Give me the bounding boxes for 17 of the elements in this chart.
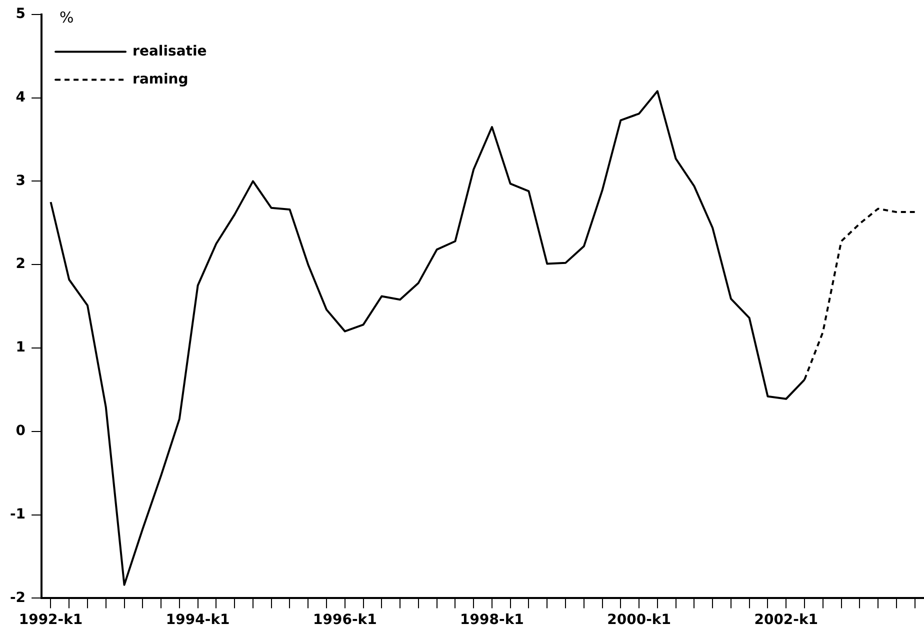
y-tick-label: 4 [16,89,26,106]
x-tick-label: 2002-k1 [754,612,818,628]
y-tick-label: -1 [10,506,26,522]
x-tick-label: 1998-k1 [460,612,524,628]
y-tick-label: 2 [16,256,26,272]
x-tick-label: 1996-k1 [312,612,377,628]
x-tick-label: 2000-k1 [607,612,671,628]
x-tick-label: 1994-k1 [166,612,230,628]
y-axis-title: % [60,8,74,26]
y-tick-label: -2 [10,590,26,606]
y-tick-label: 1 [16,340,26,356]
y-tick-label: 0 [16,423,26,440]
x-tick-label: 1992-k1 [18,612,83,628]
legend-label: realisatie [132,43,207,60]
y-tick-label: 5 [16,6,26,22]
y-tick-label: 3 [16,172,26,189]
legend-label: raming [132,71,188,88]
